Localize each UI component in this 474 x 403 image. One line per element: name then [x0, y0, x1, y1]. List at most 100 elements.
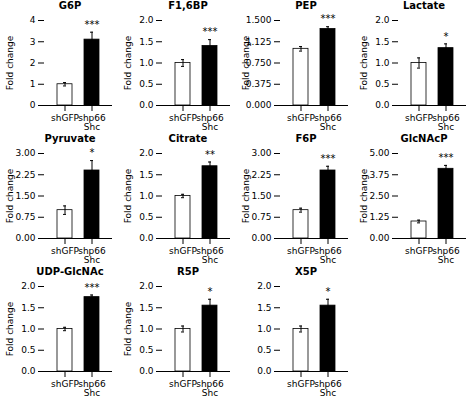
- svg-text:1.5: 1.5: [21, 303, 35, 313]
- svg-text:0.5: 0.5: [139, 79, 153, 89]
- svg-text:0.5: 0.5: [257, 345, 271, 355]
- svg-text:Fold change: Fold change: [5, 301, 15, 356]
- svg-text:***: ***: [203, 26, 218, 37]
- svg-text:1.0: 1.0: [21, 324, 36, 334]
- svg-text:1.0: 1.0: [139, 324, 154, 334]
- svg-text:2.0: 2.0: [375, 15, 390, 25]
- svg-text:shp66Shc: shp66Shc: [314, 379, 342, 398]
- svg-text:1.5: 1.5: [375, 37, 389, 47]
- svg-text:shGFP: shGFP: [51, 379, 80, 389]
- svg-text:shp66Shc: shp66Shc: [78, 246, 106, 265]
- svg-text:0.0: 0.0: [257, 366, 272, 376]
- svg-text:shp66Shc: shp66Shc: [314, 113, 342, 132]
- svg-text:Fold change: Fold change: [359, 168, 369, 223]
- svg-text:1.5: 1.5: [257, 303, 271, 313]
- svg-text:Fold change: Fold change: [123, 35, 133, 90]
- svg-text:3.75: 3.75: [369, 170, 389, 180]
- svg-text:2.50: 2.50: [369, 191, 389, 201]
- svg-text:3.00: 3.00: [251, 148, 271, 158]
- svg-text:***: ***: [85, 282, 100, 293]
- svg-text:2.25: 2.25: [251, 170, 271, 180]
- svg-text:2.0: 2.0: [21, 281, 36, 291]
- svg-text:shp66Shc: shp66Shc: [196, 379, 224, 398]
- svg-text:2.0: 2.0: [139, 148, 154, 158]
- svg-text:Fold change: Fold change: [241, 35, 251, 90]
- svg-text:1.0: 1.0: [257, 324, 272, 334]
- svg-text:2.25: 2.25: [15, 170, 35, 180]
- svg-text:2.0: 2.0: [139, 15, 154, 25]
- svg-text:4: 4: [30, 15, 36, 25]
- svg-text:*: *: [90, 147, 95, 158]
- svg-text:1.5: 1.5: [139, 303, 153, 313]
- svg-text:shp66Shc: shp66Shc: [432, 113, 460, 132]
- svg-text:shGFP: shGFP: [287, 379, 316, 389]
- svg-text:0.0: 0.0: [139, 366, 154, 376]
- svg-text:shp66Shc: shp66Shc: [78, 113, 106, 132]
- svg-text:*: *: [444, 31, 449, 42]
- html-text:F1,6BP: F1,6BP: [168, 0, 208, 11]
- svg-text:0.5: 0.5: [375, 79, 389, 89]
- svg-text:shp66Shc: shp66Shc: [78, 379, 106, 398]
- svg-text:2.0: 2.0: [139, 281, 154, 291]
- svg-text:1.50: 1.50: [251, 191, 271, 201]
- svg-text:0.5: 0.5: [139, 345, 153, 355]
- html-text:G6P: G6P: [58, 0, 82, 11]
- svg-text:3.00: 3.00: [15, 148, 35, 158]
- svg-text:2: 2: [30, 58, 36, 68]
- svg-text:shGFP: shGFP: [405, 113, 434, 123]
- svg-text:0: 0: [30, 100, 36, 110]
- svg-text:*: *: [326, 286, 331, 297]
- svg-text:shGFP: shGFP: [169, 379, 198, 389]
- svg-text:***: ***: [321, 13, 336, 24]
- svg-text:0.0: 0.0: [21, 366, 36, 376]
- svg-text:0.00: 0.00: [251, 233, 271, 243]
- svg-text:1.25: 1.25: [369, 212, 389, 222]
- svg-text:shp66Shc: shp66Shc: [196, 246, 224, 265]
- svg-text:0.5: 0.5: [139, 212, 153, 222]
- svg-text:Fold change: Fold change: [123, 168, 133, 223]
- svg-text:1.0: 1.0: [139, 191, 154, 201]
- svg-text:***: ***: [321, 153, 336, 164]
- svg-text:Fold change: Fold change: [241, 168, 251, 223]
- svg-text:0.75: 0.75: [251, 212, 271, 222]
- svg-text:3: 3: [30, 37, 36, 47]
- svg-text:2.0: 2.0: [257, 281, 272, 291]
- svg-text:shp66Shc: shp66Shc: [314, 246, 342, 265]
- svg-text:Fold change: Fold change: [5, 168, 15, 223]
- svg-text:1.5: 1.5: [139, 37, 153, 47]
- svg-text:5.00: 5.00: [369, 148, 389, 158]
- svg-text:1.0: 1.0: [375, 58, 390, 68]
- svg-text:shGFP: shGFP: [51, 246, 80, 256]
- svg-text:**: **: [205, 149, 215, 160]
- svg-text:1.500: 1.500: [246, 15, 272, 25]
- svg-text:0.0: 0.0: [139, 233, 154, 243]
- svg-text:***: ***: [85, 19, 100, 30]
- svg-text:shGFP: shGFP: [405, 246, 434, 256]
- svg-text:shGFP: shGFP: [287, 113, 316, 123]
- svg-text:0.0: 0.0: [375, 100, 390, 110]
- svg-text:Fold change: Fold change: [123, 301, 133, 356]
- svg-text:0.5: 0.5: [21, 345, 35, 355]
- svg-text:***: ***: [439, 152, 454, 163]
- svg-text:1.0: 1.0: [139, 58, 154, 68]
- svg-text:0.00: 0.00: [369, 233, 389, 243]
- svg-text:1.50: 1.50: [15, 191, 35, 201]
- svg-text:1.5: 1.5: [139, 170, 153, 180]
- svg-text:shp66Shc: shp66Shc: [432, 246, 460, 265]
- svg-text:1: 1: [30, 79, 36, 89]
- html-text:PEP: PEP: [295, 0, 317, 11]
- svg-text:Fold change: Fold change: [5, 35, 15, 90]
- svg-text:Fold change: Fold change: [359, 35, 369, 90]
- svg-text:*: *: [208, 286, 213, 297]
- svg-text:0.0: 0.0: [139, 100, 154, 110]
- svg-text:shp66Shc: shp66Shc: [196, 113, 224, 132]
- svg-text:shGFP: shGFP: [169, 113, 198, 123]
- svg-text:0.750: 0.750: [245, 57, 272, 68]
- svg-text:0.375: 0.375: [245, 79, 272, 90]
- svg-text:0.75: 0.75: [15, 212, 35, 222]
- svg-text:0.00: 0.00: [15, 233, 35, 243]
- svg-text:shGFP: shGFP: [287, 246, 316, 256]
- svg-text:shGFP: shGFP: [51, 113, 80, 123]
- svg-text:0.000: 0.000: [246, 100, 272, 110]
- svg-text:shGFP: shGFP: [169, 246, 198, 256]
